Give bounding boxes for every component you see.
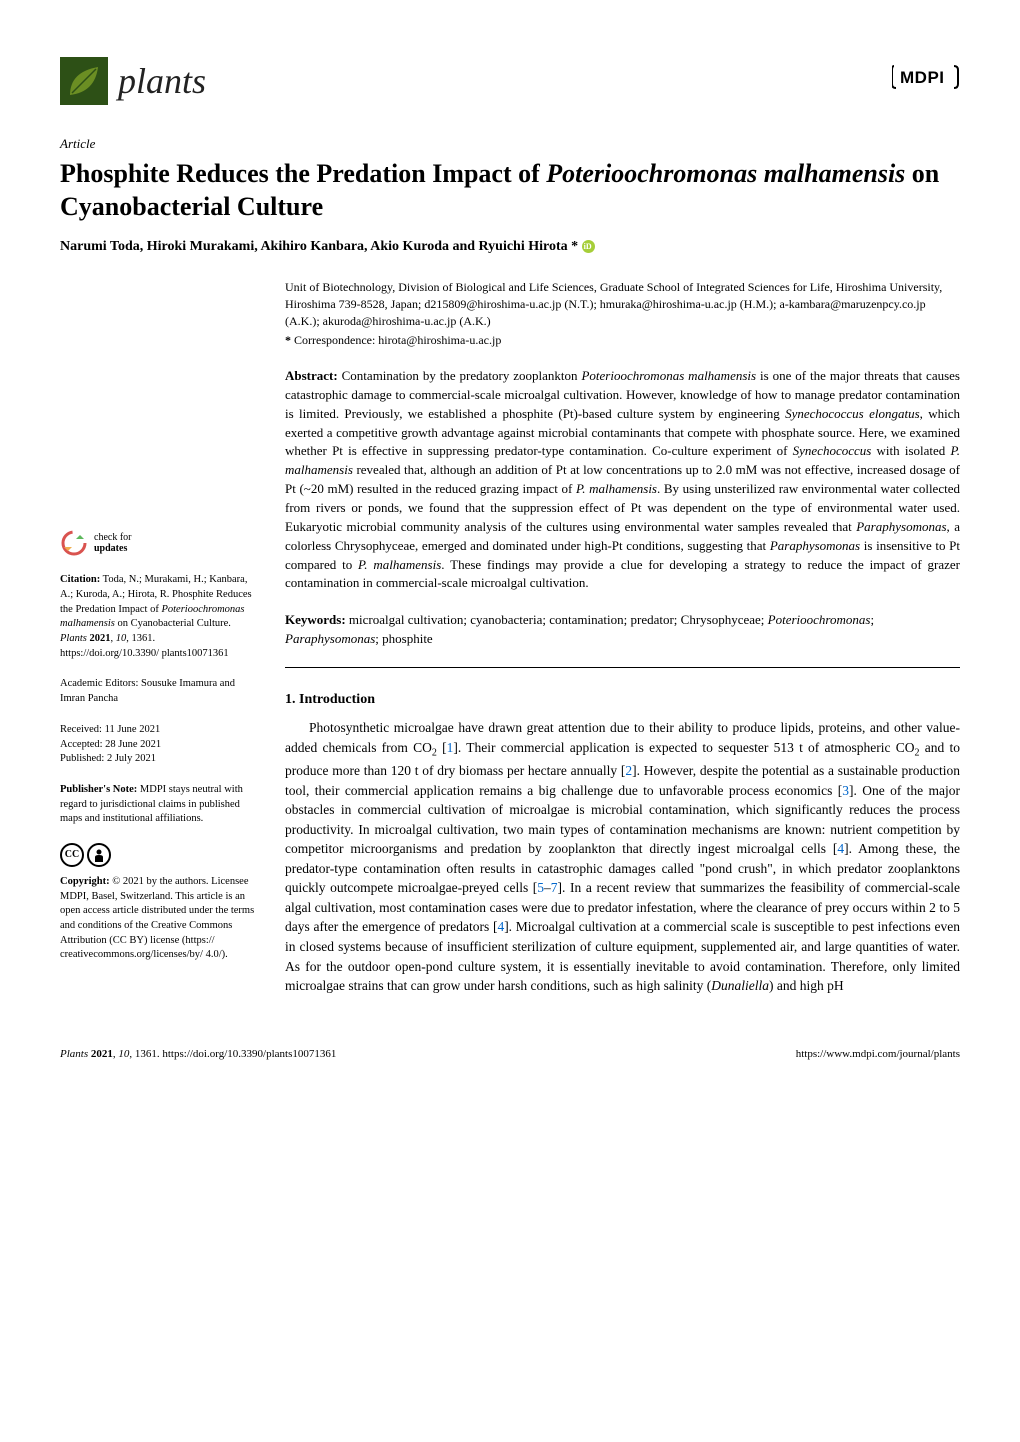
- footer-right[interactable]: https://www.mdpi.com/journal/plants: [796, 1047, 960, 1063]
- section-heading: 1. Introduction: [285, 690, 960, 710]
- copyright-block: Copyright: © 2021 by the authors. Licens…: [60, 875, 255, 963]
- dates-block: Received: 11 June 2021 Accepted: 28 June…: [60, 723, 255, 767]
- svg-text:MDPI: MDPI: [900, 68, 945, 87]
- date-received: Received: 11 June 2021: [60, 723, 255, 738]
- publisher-note-block: Publisher's Note: MDPI stays neutral wit…: [60, 783, 255, 827]
- affiliation-text: Unit of Biotechnology, Division of Biolo…: [285, 279, 960, 329]
- cc-icon: CC: [60, 843, 84, 867]
- publisher-logo: MDPI: [892, 64, 960, 99]
- journal-name: plants: [118, 55, 206, 107]
- keywords-label: Keywords:: [285, 612, 346, 627]
- journal-brand: plants: [60, 55, 206, 107]
- cc-license-badge[interactable]: CC: [60, 843, 255, 867]
- sidebar: check for updates Citation: Toda, N.; Mu…: [60, 279, 255, 995]
- date-published: Published: 2 July 2021: [60, 752, 255, 767]
- title-pre: Phosphite Reduces the Predation Impact o…: [60, 159, 546, 188]
- introduction-body: Photosynthetic microalgae have drawn gre…: [285, 718, 960, 996]
- check-line1: check for: [94, 532, 131, 543]
- keywords-block: Keywords: microalgal cultivation; cyanob…: [285, 611, 960, 649]
- check-updates-text: check for updates: [94, 532, 131, 554]
- page-header: plants MDPI: [60, 55, 960, 107]
- authors-text: Narumi Toda, Hiroki Murakami, Akihiro Ka…: [60, 239, 578, 254]
- check-updates-icon: [60, 529, 88, 557]
- corr-text: Correspondence: hirota@hiroshima-u.ac.jp: [294, 333, 501, 347]
- correspondence-line: * Correspondence: hirota@hiroshima-u.ac.…: [285, 332, 960, 349]
- authors-line: Narumi Toda, Hiroki Murakami, Akihiro Ka…: [60, 237, 960, 257]
- section-divider: [285, 667, 960, 668]
- check-updates-badge[interactable]: check for updates: [60, 529, 255, 557]
- by-icon: [87, 843, 111, 867]
- footer-left: Plants 2021, 10, 1361. https://doi.org/1…: [60, 1047, 336, 1063]
- check-line2: updates: [94, 543, 127, 554]
- article-title: Phosphite Reduces the Predation Impact o…: [60, 158, 960, 223]
- leaf-icon: [60, 57, 108, 105]
- date-accepted: Accepted: 28 June 2021: [60, 738, 255, 753]
- abstract-label: Abstract:: [285, 368, 338, 383]
- corr-label: *: [285, 333, 291, 347]
- abstract-block: Abstract: Contamination by the predatory…: [285, 367, 960, 593]
- article-type: Article: [60, 135, 960, 154]
- page-footer: Plants 2021, 10, 1361. https://doi.org/1…: [60, 1041, 960, 1063]
- title-species: Poterioochromonas malhamensis: [546, 159, 905, 188]
- citation-block: Citation: Toda, N.; Murakami, H.; Kanbar…: [60, 573, 255, 661]
- main-column: Unit of Biotechnology, Division of Biolo…: [285, 279, 960, 995]
- orcid-icon[interactable]: [582, 240, 595, 253]
- editors-block: Academic Editors: Sousuke Imamura and Im…: [60, 677, 255, 706]
